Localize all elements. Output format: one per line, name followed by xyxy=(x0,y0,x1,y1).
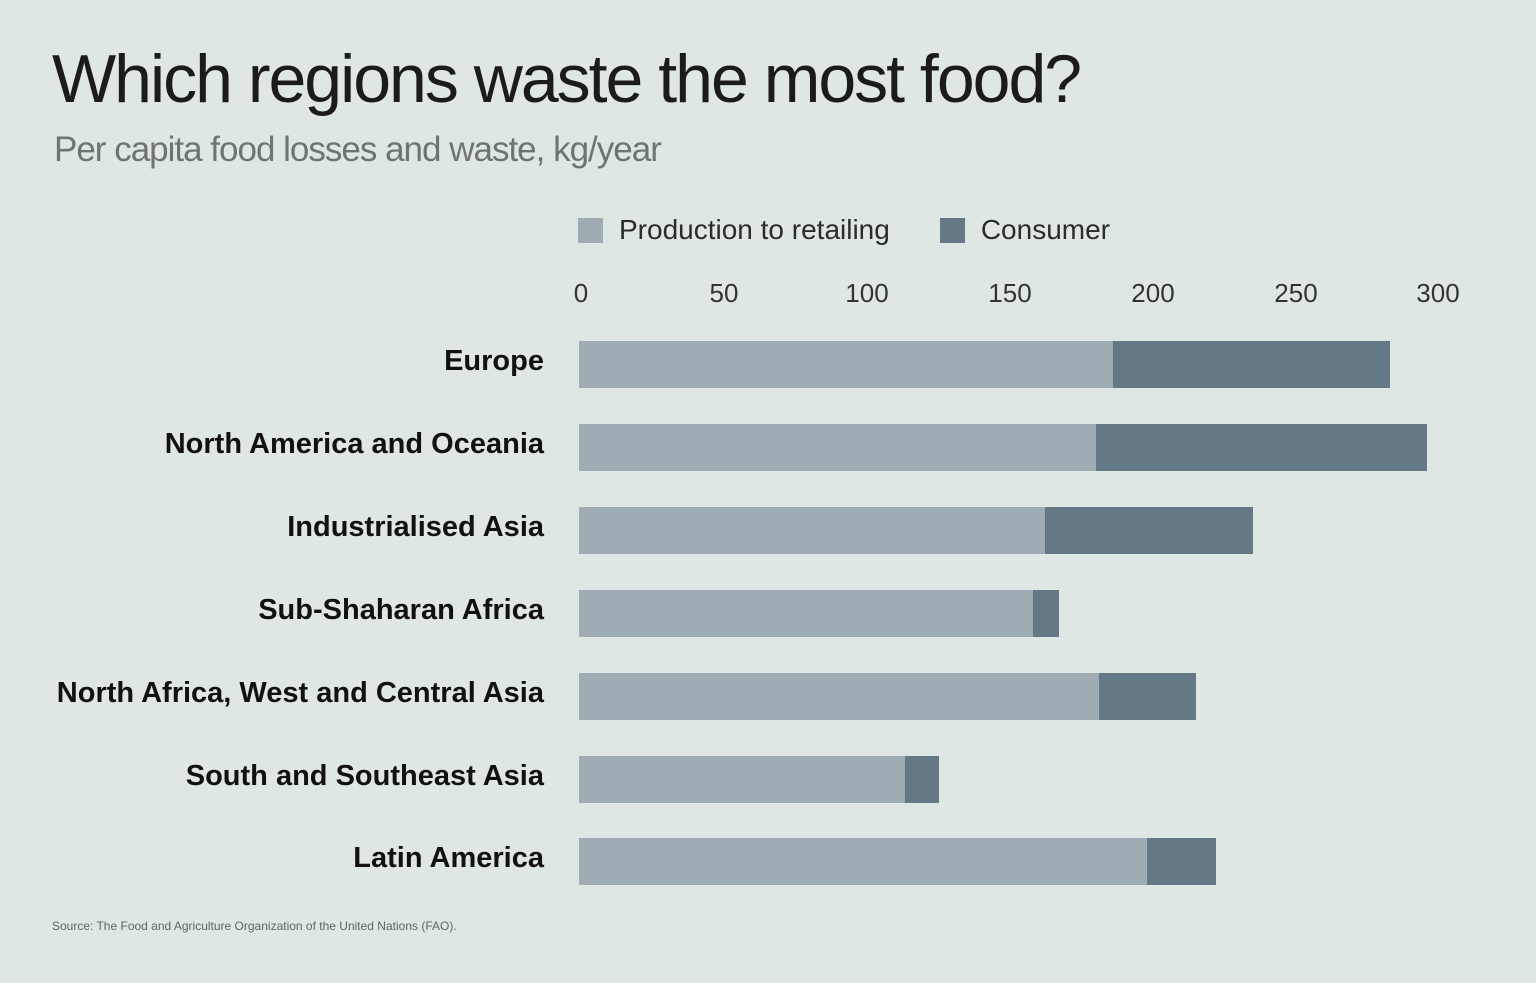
bar-production-segment xyxy=(579,424,1097,471)
category-label: Industrialised Asia xyxy=(287,511,544,543)
x-tick: 100 xyxy=(845,278,889,308)
source-note: Source: The Food and Agriculture Organiz… xyxy=(52,919,457,933)
chart-subtitle: Per capita food losses and waste, kg/yea… xyxy=(54,130,662,169)
bar-row: North Africa, West and Central Asia xyxy=(0,673,1536,720)
chart-title: Which regions waste the most food? xyxy=(52,41,1082,117)
category-label: Europe xyxy=(444,345,544,377)
bar-row: Europe xyxy=(0,341,1536,388)
bar-row: Sub-Shaharan Africa xyxy=(0,590,1536,637)
x-tick: 50 xyxy=(709,278,739,308)
x-tick: 0 xyxy=(573,278,589,308)
category-label: Latin America xyxy=(353,842,544,874)
legend-item-consumer: Consumer xyxy=(939,214,1110,246)
bar-consumer-segment xyxy=(1096,424,1428,471)
category-label: South and Southeast Asia xyxy=(185,760,544,792)
legend-swatch-consumer xyxy=(939,217,965,243)
x-tick: 250 xyxy=(1274,278,1318,308)
bar-consumer-segment xyxy=(1113,341,1391,388)
legend-label: Consumer xyxy=(980,214,1110,245)
category-label: North America and Oceania xyxy=(164,428,544,460)
x-tick: 300 xyxy=(1416,278,1460,308)
bar-row: North America and Oceania xyxy=(0,424,1536,471)
legend-label: Production to retailing xyxy=(619,214,890,245)
category-label: Sub-Shaharan Africa xyxy=(258,594,544,626)
bar-row: South and Southeast Asia xyxy=(0,756,1536,803)
bar-production-segment xyxy=(579,341,1114,388)
category-label: North Africa, West and Central Asia xyxy=(56,677,544,709)
bar-production-segment xyxy=(579,838,1148,885)
bar-production-segment xyxy=(579,756,905,803)
bar-consumer-segment xyxy=(1147,838,1217,885)
legend-swatch-production xyxy=(578,217,603,243)
bar-consumer-segment xyxy=(1033,590,1059,637)
bar-production-segment xyxy=(579,590,1034,637)
x-axis: 0 50 100 150 200 250 300 xyxy=(0,278,1536,312)
bar-production-segment xyxy=(579,673,1099,720)
bar-consumer-segment xyxy=(1098,673,1197,720)
bar-consumer-segment xyxy=(904,756,939,803)
legend: Production to retailing Consumer xyxy=(578,214,1160,246)
bar-production-segment xyxy=(579,507,1045,554)
bar-consumer-segment xyxy=(1044,507,1254,554)
bar-row: Industrialised Asia xyxy=(0,507,1536,554)
x-tick: 200 xyxy=(1131,278,1175,308)
bar-row: Latin America xyxy=(0,838,1536,885)
legend-item-production: Production to retailing xyxy=(578,214,890,246)
x-tick: 150 xyxy=(988,278,1032,308)
